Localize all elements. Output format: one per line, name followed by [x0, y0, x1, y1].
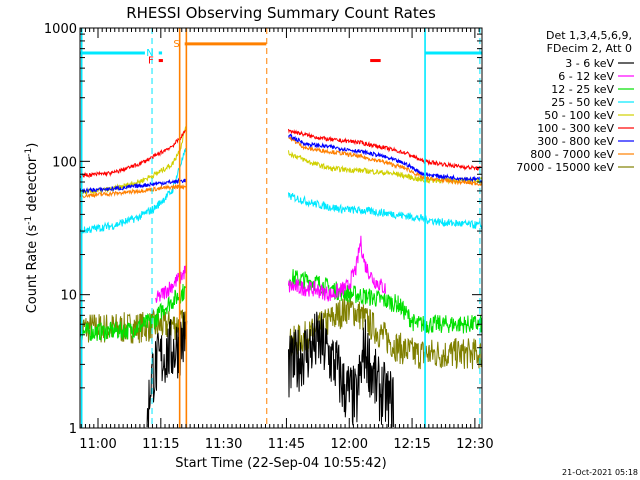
series-line-6-12-kev-segment-2: [288, 235, 386, 302]
series-line-25-50-kev-segment-1: [79, 148, 187, 234]
series-line-100-300-kev-segment-1: [79, 129, 187, 179]
series-line-6-12-kev-segment-1: [155, 264, 187, 303]
series-line-3-6-kev-segment-2: [288, 311, 395, 429]
x-tick-label: 11:00: [79, 437, 116, 452]
y-axis-label: Count Rate (s-1 detector-1): [24, 143, 40, 314]
series-line-800-7000-kev-segment-1: [79, 183, 187, 199]
legend-label-6-12-kev: 6 - 12 keV: [558, 70, 614, 83]
x-axis-label: Start Time (22-Sep-04 10:55:42): [175, 456, 386, 471]
x-tick-label: 12:15: [393, 437, 430, 452]
legend-label-7000-15000-kev: 7000 - 15000 keV: [516, 161, 614, 174]
series-line-300-800-kev-segment-2: [288, 133, 482, 183]
flag-label-n: N: [146, 48, 153, 59]
y-axis-label-sup1: -1: [24, 216, 34, 225]
legend-header-line: Det 1,3,4,5,6,9,: [546, 29, 632, 42]
chart-title: RHESSI Observing Summary Count Rates: [126, 4, 436, 22]
x-axis: 11:00 11:15 11:30 11:45 12:00 12:15 12:30: [79, 28, 494, 452]
series-line-25-50-kev-segment-2: [288, 192, 482, 230]
y-axis-label-mid: detector: [25, 156, 40, 216]
y-axis-label-end: ): [25, 143, 40, 148]
flag-label-f: F: [148, 56, 154, 67]
legend-label-800-7000-kev: 800 - 7000 keV: [530, 148, 614, 161]
legend-label-300-800-kev: 300 - 800 keV: [537, 135, 614, 148]
y-tick-label: 1: [69, 422, 77, 437]
x-tick-label: 11:15: [142, 437, 179, 452]
y-axis: 1 10 100 1000: [44, 22, 482, 437]
flag-label-s: S: [173, 39, 179, 50]
legend-label-25-50-kev: 25 - 50 keV: [551, 96, 614, 109]
legend: Det 1,3,4,5,6,9,FDecim 2, Att 0 3 - 6 keV…: [516, 29, 634, 174]
x-tick-label: 12:30: [456, 437, 493, 452]
series-line-50-100-kev-segment-2: [288, 150, 482, 185]
plot-data-layer: [79, 119, 482, 429]
x-tick-label: 11:30: [205, 437, 242, 452]
y-axis-label-main: Count Rate (s: [25, 225, 40, 314]
series-line-300-800-kev-segment-1: [79, 177, 187, 194]
y-tick-label: 100: [52, 155, 77, 170]
timestamp: 21-Oct-2021 05:18: [562, 468, 638, 477]
legend-label-12-25-kev: 12 - 25 keV: [551, 83, 614, 96]
y-tick-label: 1000: [44, 22, 77, 37]
time-markers-layer: [80, 28, 481, 428]
series-line-800-7000-kev-segment-2: [288, 136, 482, 186]
series-line-12-25-kev-segment-1: [79, 281, 187, 341]
legend-header-line: FDecim 2, Att 0: [547, 42, 632, 55]
y-tick-label: 10: [60, 289, 77, 304]
legend-label-50-100-kev: 50 - 100 keV: [544, 109, 614, 122]
series-line-7000-15000-kev-segment-2: [288, 294, 482, 370]
y-axis-label-sup2: -1: [24, 148, 34, 157]
x-tick-label: 11:45: [268, 437, 305, 452]
x-tick-label: 12:00: [331, 437, 368, 452]
flag-bars-layer: NF S: [80, 39, 482, 67]
legend-label-3-6-kev: 3 - 6 keV: [565, 57, 614, 70]
series-line-100-300-kev-segment-2: [288, 128, 482, 171]
plot-frame: [79, 27, 483, 429]
legend-label-100-300-kev: 100 - 300 keV: [537, 122, 614, 135]
